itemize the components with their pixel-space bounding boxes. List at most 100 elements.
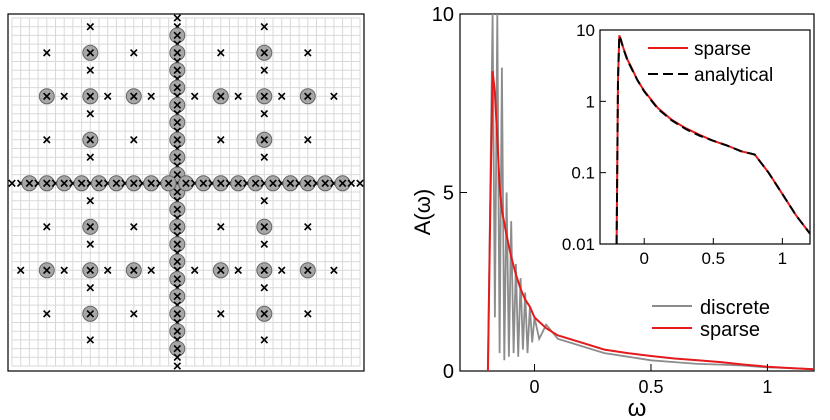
cross-marker bbox=[103, 92, 112, 101]
y-tick-label: 0 bbox=[443, 361, 454, 383]
y-axis-label: A(ω) bbox=[410, 189, 435, 236]
cross-marker bbox=[86, 336, 95, 344]
cross-marker bbox=[347, 179, 356, 188]
inset-y-tick-label: 0.01 bbox=[562, 235, 595, 254]
cross-marker bbox=[86, 22, 95, 31]
cross-marker bbox=[304, 266, 312, 275]
cross-marker bbox=[43, 310, 51, 318]
cross-marker bbox=[190, 266, 199, 275]
cross-marker bbox=[356, 179, 364, 188]
cross-marker bbox=[130, 92, 138, 101]
cross-marker bbox=[173, 240, 182, 248]
cross-marker bbox=[130, 223, 138, 231]
cross-marker bbox=[173, 344, 182, 353]
cross-marker bbox=[260, 92, 269, 101]
cross-marker bbox=[173, 223, 182, 231]
cross-marker bbox=[260, 310, 269, 318]
inset-y-tick-label: 1 bbox=[586, 92, 595, 111]
inset-chart: 0 0.5 1 0.01 0.1 1 10 sparse analytical bbox=[562, 21, 811, 268]
cross-marker bbox=[260, 22, 269, 31]
cross-marker bbox=[43, 136, 51, 144]
cross-marker bbox=[260, 153, 269, 161]
x-axis-label: ω bbox=[628, 395, 647, 420]
cross-marker bbox=[86, 109, 95, 118]
cross-marker bbox=[304, 92, 312, 101]
cross-marker bbox=[60, 92, 68, 101]
cross-marker bbox=[8, 179, 16, 188]
cross-marker bbox=[173, 257, 182, 266]
cross-marker bbox=[251, 179, 260, 188]
cross-marker bbox=[182, 179, 190, 188]
cross-marker bbox=[43, 49, 51, 57]
inset-legend-label-analytical: analytical bbox=[694, 65, 773, 86]
inset-ticks: 0 0.5 1 0.01 0.1 1 10 bbox=[562, 21, 787, 268]
main-legend: discrete sparse bbox=[652, 297, 770, 341]
cross-marker bbox=[260, 66, 269, 74]
inset-y-tick-label: 10 bbox=[576, 21, 595, 40]
cross-marker bbox=[173, 101, 182, 109]
cross-marker bbox=[86, 49, 95, 57]
cross-marker bbox=[260, 196, 269, 205]
cross-marker bbox=[217, 179, 225, 188]
cross-marker bbox=[43, 223, 51, 231]
cross-marker bbox=[173, 31, 182, 40]
cross-marker bbox=[43, 266, 51, 275]
cross-marker bbox=[173, 327, 182, 335]
cross-marker bbox=[173, 205, 182, 214]
cross-marker bbox=[130, 136, 138, 144]
cross-marker bbox=[164, 179, 173, 188]
cross-marker bbox=[260, 109, 269, 118]
cross-marker bbox=[25, 179, 34, 188]
cross-marker bbox=[260, 240, 269, 248]
cross-marker bbox=[234, 92, 242, 101]
cross-marker bbox=[217, 49, 225, 57]
cross-marker bbox=[277, 266, 286, 275]
cross-marker bbox=[173, 118, 182, 127]
cross-marker bbox=[147, 266, 155, 275]
cross-marker bbox=[86, 66, 95, 74]
cross-marker bbox=[173, 153, 182, 161]
x-tick-label: 1 bbox=[762, 377, 772, 397]
cross-marker bbox=[60, 179, 68, 188]
cross-marker bbox=[95, 179, 103, 188]
cross-marker bbox=[86, 196, 95, 205]
cross-marker bbox=[217, 310, 225, 318]
y-tick-label: 10 bbox=[432, 4, 454, 26]
cross-marker bbox=[304, 223, 312, 231]
cross-marker bbox=[86, 92, 95, 101]
cross-marker bbox=[260, 266, 269, 275]
cross-marker bbox=[304, 136, 312, 144]
cross-marker bbox=[260, 336, 269, 344]
cross-marker bbox=[321, 179, 329, 188]
cross-marker bbox=[60, 266, 68, 275]
cross-marker bbox=[130, 179, 138, 188]
cross-marker bbox=[86, 240, 95, 248]
cross-marker bbox=[86, 310, 95, 318]
cross-marker bbox=[86, 153, 95, 161]
inset-y-tick-label: 0.1 bbox=[571, 164, 595, 183]
cross-marker bbox=[286, 179, 295, 188]
cross-marker bbox=[16, 266, 25, 275]
cross-marker bbox=[269, 179, 277, 188]
cross-marker bbox=[217, 223, 225, 231]
cross-marker bbox=[147, 92, 155, 101]
cross-marker bbox=[173, 136, 182, 144]
cross-marker bbox=[43, 92, 51, 101]
cross-marker bbox=[112, 179, 121, 188]
inset-series bbox=[615, 35, 811, 245]
cross-marker bbox=[199, 179, 208, 188]
cross-marker bbox=[173, 170, 182, 179]
cross-marker bbox=[86, 266, 95, 275]
cross-marker bbox=[217, 136, 225, 144]
cross-marker bbox=[190, 92, 199, 101]
legend-label-sparse: sparse bbox=[700, 319, 760, 341]
cross-marker bbox=[173, 362, 182, 370]
cross-marker bbox=[330, 92, 338, 101]
cross-marker bbox=[147, 179, 155, 188]
cross-marker bbox=[338, 179, 347, 188]
y-tick-label: 5 bbox=[443, 183, 454, 205]
series-line-sparse bbox=[486, 70, 815, 372]
legend-label-discrete: discrete bbox=[700, 297, 770, 319]
